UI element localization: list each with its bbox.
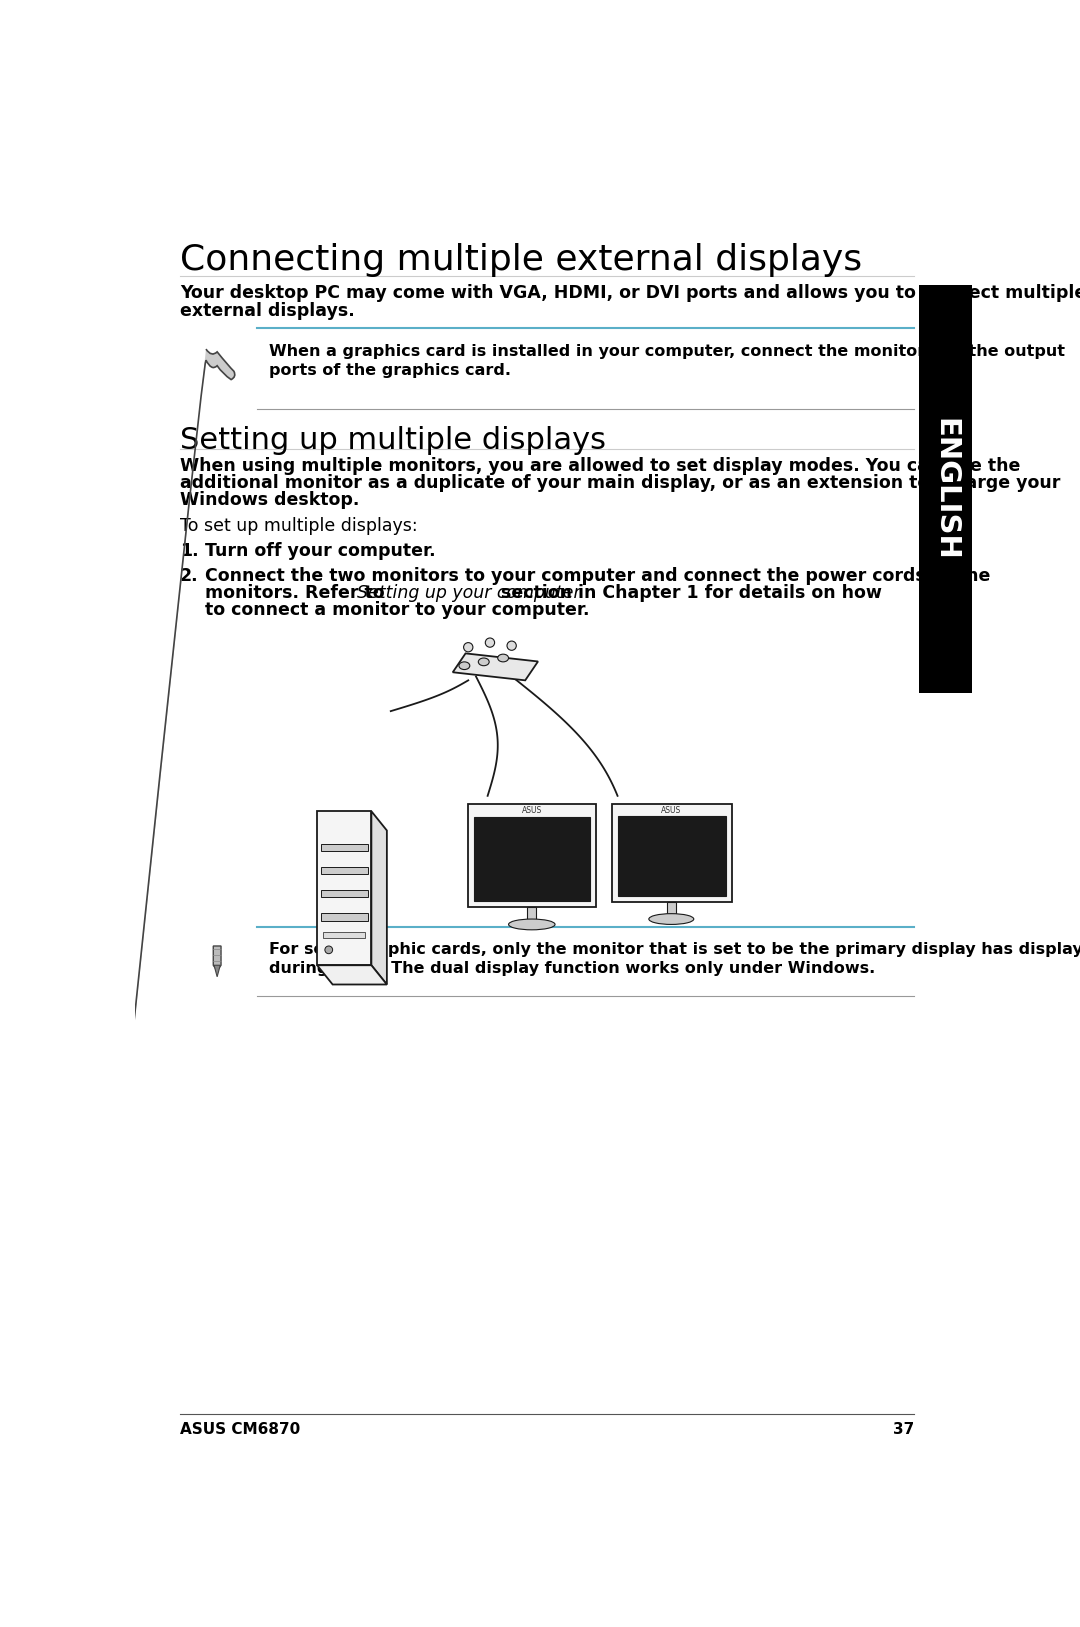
Bar xyxy=(318,812,372,965)
Text: ASUS: ASUS xyxy=(522,805,542,815)
Polygon shape xyxy=(214,965,220,976)
Bar xyxy=(919,285,972,693)
Text: Windows desktop.: Windows desktop. xyxy=(180,491,360,509)
Text: Setting up your computer: Setting up your computer xyxy=(356,584,580,602)
Bar xyxy=(321,913,367,921)
Text: Connecting multiple external displays: Connecting multiple external displays xyxy=(180,242,862,277)
Ellipse shape xyxy=(478,657,489,665)
Circle shape xyxy=(485,638,495,648)
Circle shape xyxy=(507,641,516,651)
Text: Turn off your computer.: Turn off your computer. xyxy=(205,542,435,560)
Text: ENGLISH: ENGLISH xyxy=(932,418,960,561)
Text: Connect the two monitors to your computer and connect the power cords to the: Connect the two monitors to your compute… xyxy=(205,568,990,586)
Bar xyxy=(474,817,590,901)
Ellipse shape xyxy=(509,919,555,929)
Text: Your desktop PC may come with VGA, HDMI, or DVI ports and allows you to connect : Your desktop PC may come with VGA, HDMI,… xyxy=(180,283,1080,301)
Bar xyxy=(323,932,365,939)
Text: monitors. Refer to: monitors. Refer to xyxy=(205,584,384,602)
Text: 1.: 1. xyxy=(180,542,199,560)
Text: ASUS CM6870: ASUS CM6870 xyxy=(180,1422,300,1437)
Polygon shape xyxy=(372,812,387,984)
PathPatch shape xyxy=(204,350,234,379)
Text: When using multiple monitors, you are allowed to set display modes. You can use : When using multiple monitors, you are al… xyxy=(180,457,1021,475)
Bar xyxy=(611,804,732,901)
Polygon shape xyxy=(453,654,538,680)
Text: external displays.: external displays. xyxy=(180,301,354,319)
Text: 2.: 2. xyxy=(180,568,199,586)
Polygon shape xyxy=(318,965,387,984)
Text: To set up multiple displays:: To set up multiple displays: xyxy=(180,517,418,535)
Bar xyxy=(469,804,596,908)
Circle shape xyxy=(325,945,333,953)
Bar xyxy=(527,908,537,923)
Text: section in Chapter 1 for details on how: section in Chapter 1 for details on how xyxy=(483,584,882,602)
Text: additional monitor as a duplicate of your main display, or as an extension to en: additional monitor as a duplicate of you… xyxy=(180,473,1061,491)
Text: ports of the graphics card.: ports of the graphics card. xyxy=(269,363,511,377)
Ellipse shape xyxy=(649,914,693,924)
Circle shape xyxy=(463,643,473,652)
Text: 37: 37 xyxy=(893,1422,914,1437)
Polygon shape xyxy=(213,945,221,971)
Text: ASUS: ASUS xyxy=(661,805,681,815)
Bar xyxy=(321,867,367,874)
Bar xyxy=(618,815,726,896)
Text: For some graphic cards, only the monitor that is set to be the primary display h: For some graphic cards, only the monitor… xyxy=(269,942,1080,957)
Bar xyxy=(666,901,676,918)
Ellipse shape xyxy=(498,654,509,662)
Text: during POST. The dual display function works only under Windows.: during POST. The dual display function w… xyxy=(269,962,875,976)
Ellipse shape xyxy=(459,662,470,670)
Text: to connect a monitor to your computer.: to connect a monitor to your computer. xyxy=(205,600,590,618)
Bar xyxy=(321,890,367,898)
Text: When a graphics card is installed in your computer, connect the monitors on the : When a graphics card is installed in you… xyxy=(269,343,1065,360)
Bar xyxy=(321,843,367,851)
Text: Setting up multiple displays: Setting up multiple displays xyxy=(180,426,606,456)
